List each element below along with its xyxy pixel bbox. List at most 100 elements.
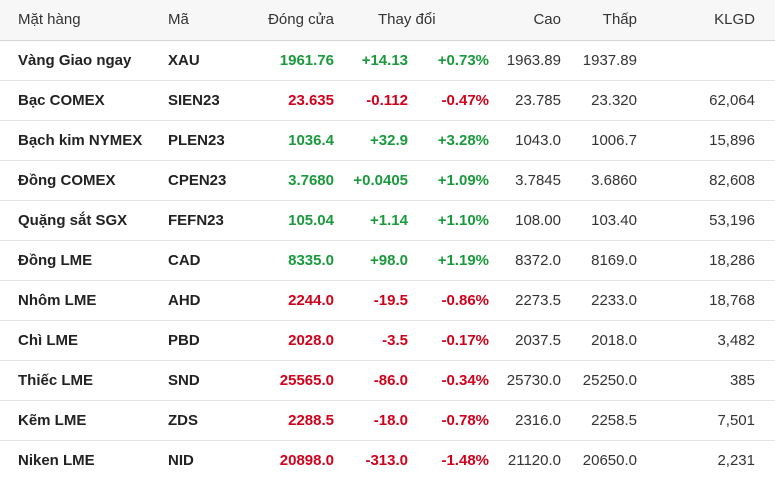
table-header: Mặt hàng Mã Đóng cửa Thay đổi Cao Thấp K… [0, 0, 775, 41]
cell-code: NID [168, 451, 194, 469]
table-row[interactable]: Đồng COMEX CPEN23 3.7680 +0.0405 +1.09% 3.784… [0, 160, 775, 201]
cell-change: -18.0 [334, 400, 408, 441]
table-row[interactable]: Quặng sắt SGX FEFN23 105.04 +1.14 +1.10% 108.… [0, 200, 775, 241]
cell-change-percent: -1.48% [441, 451, 489, 469]
cell-change-percent: -0.17% [408, 320, 489, 361]
cell-code: FEFN23 [168, 200, 248, 241]
cell-code: ZDS [168, 400, 248, 441]
cell-volume: 18,286 [637, 240, 775, 281]
cell-close: 23.635 [248, 80, 334, 121]
header-low[interactable]: Thấp [561, 0, 637, 41]
cell-high: 2037.5 [489, 320, 561, 361]
cell-change-percent: -0.78% [408, 400, 489, 441]
cell-close: 105.04 [248, 200, 334, 241]
cell-volume: 2,231 [717, 451, 755, 469]
cell-code: AHD [168, 280, 248, 321]
header-name[interactable]: Mặt hàng [0, 0, 168, 41]
cell-high: 2316.0 [489, 400, 561, 441]
cell-volume: 53,196 [637, 200, 775, 241]
header-code[interactable]: Mã [168, 0, 248, 41]
cell-name: Quặng sắt SGX [0, 200, 168, 241]
cell-name: Vàng Giao ngay [0, 40, 168, 81]
cell-close: 3.7680 [248, 160, 334, 201]
cell-low: 8169.0 [561, 240, 637, 281]
cell-low: 1937.89 [561, 40, 637, 81]
cell-name: Bạc COMEX [0, 80, 168, 121]
cell-volume: 18,768 [637, 280, 775, 321]
cell-high: 25730.0 [489, 360, 561, 401]
table-row[interactable]: Bạc COMEX SIEN23 23.635 -0.112 -0.47% 23.785 2… [0, 80, 775, 121]
header-close[interactable]: Đóng cửa [248, 0, 334, 41]
table-body: Vàng Giao ngay XAU 1961.76 +14.13 +0.73% 1963… [0, 40, 775, 480]
cell-change: -3.5 [334, 320, 408, 361]
cell-volume: 15,896 [637, 120, 775, 161]
cell-change: +98.0 [334, 240, 408, 281]
cell-close: 1036.4 [248, 120, 334, 161]
cell-change-percent: +1.09% [408, 160, 489, 201]
cell-close: 8335.0 [248, 240, 334, 281]
cell-high: 2273.5 [489, 280, 561, 321]
cell-name: Thiếc LME [0, 360, 168, 401]
cell-close: 2244.0 [248, 280, 334, 321]
table-row[interactable]: Thiếc LME SND 25565.0 -86.0 -0.34% 25730.0 252… [0, 360, 775, 401]
table-row[interactable]: Đồng LME CAD 8335.0 +98.0 +1.19% 8372.0 8169.0… [0, 240, 775, 281]
cell-change-percent: +1.19% [408, 240, 489, 281]
cell-change: -0.112 [334, 80, 408, 121]
cell-low: 25250.0 [561, 360, 637, 401]
table-row[interactable]: Niken LME NID 20898.0 -313.0 -1.48% 21120.0 20… [0, 440, 775, 480]
cell-low: 103.40 [561, 200, 637, 241]
cell-code: XAU [168, 40, 248, 81]
cell-change-percent: +1.10% [408, 200, 489, 241]
table-row[interactable]: Kẽm LME ZDS 2288.5 -18.0 -0.78% 2316.0 2258.5 7… [0, 400, 775, 441]
header-change[interactable]: Thay đổi [334, 0, 489, 41]
cell-change: +32.9 [334, 120, 408, 161]
cell-change-percent: +3.28% [408, 120, 489, 161]
cell-high: 108.00 [489, 200, 561, 241]
cell-low: 1006.7 [561, 120, 637, 161]
header-volume[interactable]: KLGD [637, 0, 775, 41]
cell-high: 3.7845 [489, 160, 561, 201]
cell-low: 20650.0 [582, 451, 637, 469]
header-row: Mặt hàng Mã Đóng cửa Thay đổi Cao Thấp K… [0, 0, 775, 41]
cell-name: Chì LME [0, 320, 168, 361]
cell-code: CPEN23 [168, 160, 248, 201]
cell-name: Đồng COMEX [0, 160, 168, 201]
header-high[interactable]: Cao [489, 0, 561, 41]
table-row[interactable]: Vàng Giao ngay XAU 1961.76 +14.13 +0.73% 1963… [0, 40, 775, 81]
cell-volume: 7,501 [637, 400, 775, 441]
cell-name: Đồng LME [0, 240, 168, 281]
cell-volume: 82,608 [637, 160, 775, 201]
table-row[interactable]: Nhôm LME AHD 2244.0 -19.5 -0.86% 2273.5 2233.0… [0, 280, 775, 321]
cell-volume: 62,064 [637, 80, 775, 121]
table-row[interactable]: Bạch kim NYMEX PLEN23 1036.4 +32.9 +3.28% 104… [0, 120, 775, 161]
cell-change: -313.0 [365, 451, 408, 469]
cell-low: 23.320 [561, 80, 637, 121]
cell-low: 2233.0 [561, 280, 637, 321]
cell-change-percent: -0.34% [408, 360, 489, 401]
cell-volume: 3,482 [637, 320, 775, 361]
cell-code: CAD [168, 240, 248, 281]
cell-code: SIEN23 [168, 80, 248, 121]
cell-code: PLEN23 [168, 120, 248, 161]
cell-change: -19.5 [334, 280, 408, 321]
cell-name: Nhôm LME [0, 280, 168, 321]
cell-close: 20898.0 [279, 451, 334, 469]
cell-name: Bạch kim NYMEX [0, 120, 168, 161]
cell-change: -86.0 [334, 360, 408, 401]
cell-high: 1043.0 [489, 120, 561, 161]
cell-close: 2288.5 [248, 400, 334, 441]
table-row[interactable]: Chì LME PBD 2028.0 -3.5 -0.17% 2037.5 2018.0 3,… [0, 320, 775, 361]
cell-change: +1.14 [334, 200, 408, 241]
cell-change-percent: +0.73% [408, 40, 489, 81]
cell-close: 25565.0 [248, 360, 334, 401]
cell-volume [637, 40, 775, 81]
cell-high: 21120.0 [507, 451, 561, 469]
cell-low: 2018.0 [561, 320, 637, 361]
cell-change-percent: -0.47% [408, 80, 489, 121]
cell-low: 3.6860 [561, 160, 637, 201]
cell-code: SND [168, 360, 248, 401]
cell-low: 2258.5 [561, 400, 637, 441]
cell-change: +14.13 [334, 40, 408, 81]
cell-name: Niken LME [18, 451, 95, 469]
